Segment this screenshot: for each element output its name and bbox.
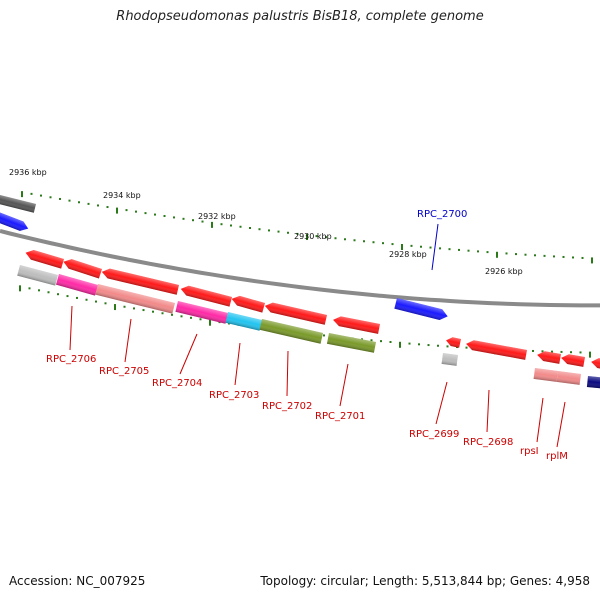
gene-shading [17, 265, 59, 286]
gene-shading [0, 194, 36, 213]
leader-line [124, 318, 132, 363]
gene-arrow [591, 358, 600, 370]
genome-backbone [0, 229, 600, 308]
accession-label: Accession: NC_007925 [9, 574, 146, 588]
gene-shading [441, 353, 459, 366]
gene-label[interactable]: RPC_2704 [152, 378, 202, 389]
gene-label[interactable]: RPC_2698 [463, 437, 513, 448]
genome-map: 2936 kbp 2934 kbp 2932 kbp 2930 kbp 2928… [0, 168, 600, 462]
gene-shading [556, 371, 582, 385]
gene-shading [56, 274, 99, 296]
leader-line [486, 389, 490, 433]
kbp-label: 2934 kbp [103, 191, 141, 200]
gene-box [56, 274, 99, 296]
backbone-line [0, 229, 600, 308]
gene-shading [231, 295, 265, 313]
gene-arrow [446, 337, 462, 348]
leader-line [339, 363, 349, 407]
gene-shading [533, 368, 559, 382]
gene-features [0, 194, 600, 389]
gene-box [441, 353, 459, 366]
gene-shading [95, 284, 176, 314]
gene-shading [0, 211, 29, 231]
leader-line [435, 381, 448, 425]
gene-shading [394, 298, 448, 320]
gene-shading [63, 259, 102, 279]
leader-line [234, 342, 241, 386]
gene-shading [466, 340, 527, 360]
gene-label[interactable]: RPC_2705 [99, 366, 149, 377]
gene-arrow [466, 340, 527, 360]
gene-shading [264, 302, 327, 325]
gene-box [95, 284, 176, 314]
gene-box [259, 319, 323, 344]
gene-box [17, 265, 59, 286]
gene-arrow [264, 302, 327, 325]
gene-shading [446, 337, 462, 348]
gene-label[interactable]: RPC_2699 [409, 429, 459, 440]
kbp-label: 2932 kbp [198, 212, 236, 221]
gene-shading [333, 316, 381, 334]
gene-arrow [394, 298, 448, 320]
gene-box [326, 333, 377, 353]
gene-shading [175, 301, 228, 324]
gene-label[interactable]: rplM [546, 451, 568, 462]
gene-box [175, 301, 228, 324]
leader-line [179, 333, 198, 375]
gene-box [556, 371, 582, 385]
gene-box [225, 312, 263, 331]
kbp-label: 2936 kbp [9, 168, 47, 177]
gene-shading [225, 312, 263, 331]
kbp-label: 2926 kbp [485, 267, 523, 276]
gene-label[interactable]: RPC_2700 [417, 209, 467, 220]
genome-stats-label: Topology: circular; Length: 5,513,844 bp… [260, 574, 590, 588]
leader-line [536, 397, 544, 443]
gene-arrow [231, 295, 265, 313]
gene-arrow [0, 211, 29, 231]
page-title: Rhodopseudomonas palustris BisB18, compl… [116, 9, 484, 24]
leader-line [286, 350, 289, 397]
gene-arrow [25, 249, 64, 269]
gene-box [0, 194, 36, 213]
gene-shading [326, 333, 377, 353]
gene-arrow [537, 351, 561, 364]
gene-arrow [101, 268, 180, 295]
kbp-label: 2930 kbp [294, 232, 332, 241]
gene-shading [537, 351, 561, 364]
gene-label[interactable]: rpsI [520, 446, 539, 457]
gene-shading [180, 285, 233, 307]
gene-label[interactable]: RPC_2701 [315, 411, 365, 422]
gene-shading [259, 319, 323, 344]
leader-line [556, 401, 566, 448]
gene-box [533, 368, 559, 382]
gene-shading [561, 354, 585, 367]
gene-shading [101, 268, 180, 295]
leader-line [431, 223, 439, 271]
leader-line [69, 305, 73, 351]
gene-arrow [180, 285, 233, 307]
gene-label[interactable]: RPC_2706 [46, 354, 96, 365]
gene-shading [586, 376, 600, 389]
gene-arrow [333, 316, 381, 334]
gene-box [586, 376, 600, 389]
gene-arrow [561, 354, 585, 367]
gene-label[interactable]: RPC_2702 [262, 401, 312, 412]
gene-arrow [63, 259, 102, 279]
scale-ticks [19, 191, 593, 358]
gene-shading [591, 358, 600, 370]
label-leaders [69, 223, 566, 448]
gene-shading [25, 249, 64, 269]
kbp-label: 2928 kbp [389, 250, 427, 259]
gene-label[interactable]: RPC_2703 [209, 390, 259, 401]
